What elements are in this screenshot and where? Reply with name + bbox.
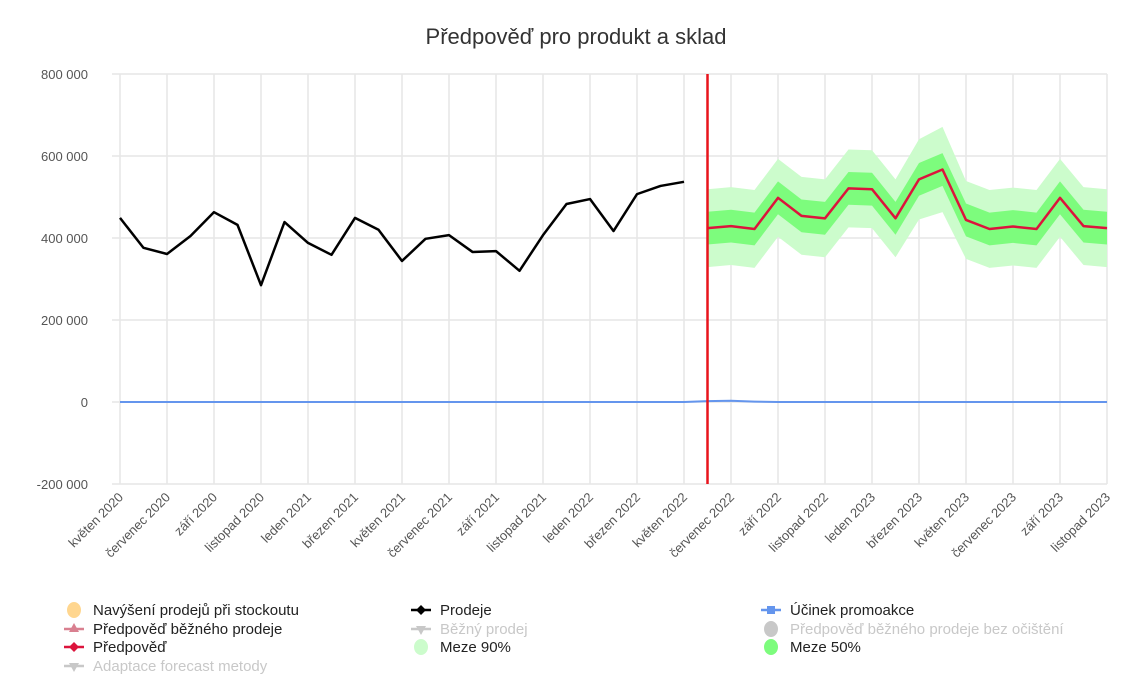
x-tick-label: září 2021 [453, 490, 502, 539]
legend-diamond-icon [69, 642, 79, 652]
y-tick-label: 800 000 [41, 67, 88, 82]
legend-item[interactable]: Meze 90% [414, 639, 511, 656]
legend-label: Navýšení prodejů při stockoutu [93, 602, 299, 619]
legend-item[interactable]: Navýšení prodejů při stockoutu [67, 602, 299, 619]
legend-label: Účinek promoakce [790, 602, 914, 619]
y-tick-label: 400 000 [41, 231, 88, 246]
legend-label: Prodeje [440, 602, 492, 619]
y-tick-label: -200 000 [37, 477, 88, 492]
legend-diamond-icon [416, 605, 426, 615]
legend-circle-icon [764, 639, 778, 655]
forecast-line [707, 168, 1108, 231]
legend-item[interactable]: Předpověď běžného prodeje [64, 621, 282, 638]
legend-label: Běžný prodej [440, 621, 528, 638]
legend-item[interactable]: Adaptace forecast metody [64, 658, 268, 675]
legend-triangle-icon [69, 623, 79, 632]
x-tick-label: září 2023 [1017, 490, 1066, 539]
y-tick-label: 0 [81, 395, 88, 410]
x-tick-label: září 2022 [735, 490, 784, 539]
legend-triangle-down-icon [69, 663, 79, 672]
legend-item[interactable]: Účinek promoakce [761, 602, 914, 619]
y-tick-label: 600 000 [41, 149, 88, 164]
legend-label: Meze 90% [440, 639, 511, 656]
sales-line [119, 180, 685, 287]
legend-circle-icon [414, 639, 428, 655]
x-tick-label: září 2020 [171, 490, 220, 539]
promo-effect-line [120, 399, 1107, 403]
legend-item[interactable]: Prodeje [411, 602, 492, 619]
chart-title: Předpověď pro produkt a sklad [426, 24, 727, 49]
legend-item[interactable]: Předpověď běžného prodeje bez očištění [764, 621, 1064, 638]
legend-label: Předpověď běžného prodeje [93, 621, 282, 638]
legend-label: Meze 50% [790, 639, 861, 656]
legend-item[interactable]: Běžný prodej [411, 621, 528, 638]
legend-label: Předpověď [93, 639, 167, 656]
legend-square-icon [767, 606, 775, 614]
legend-item[interactable]: Meze 50% [764, 639, 861, 656]
y-tick-label: 200 000 [41, 313, 88, 328]
legend-label: Předpověď běžného prodeje bez očištění [790, 621, 1064, 638]
legend-label: Adaptace forecast metody [93, 658, 268, 675]
legend-circle-icon [67, 602, 81, 618]
legend-circle-icon [764, 621, 778, 637]
legend-triangle-down-icon [416, 626, 426, 635]
legend-item[interactable]: Předpověď [64, 639, 167, 656]
